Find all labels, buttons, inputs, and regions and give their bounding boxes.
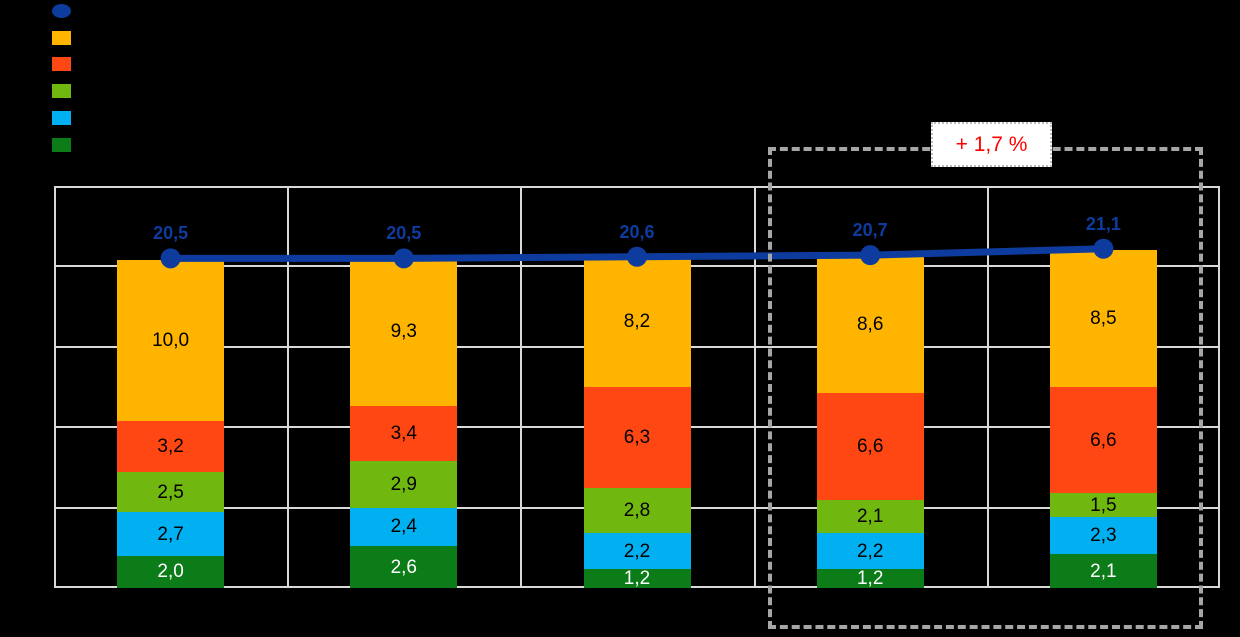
bar-segment-label: 9,3 bbox=[390, 321, 417, 343]
bar-segment-darkgreen-segment: 2,0 bbox=[117, 555, 225, 588]
bar-segment-lightblue-segment: 2,2 bbox=[583, 533, 691, 569]
bar-segment-label: 2,8 bbox=[623, 500, 651, 522]
bar-segment-orange-segment: 3,2 bbox=[117, 420, 225, 473]
segment-green-swatch bbox=[52, 84, 71, 99]
bar-segment-lightblue-segment: 2,4 bbox=[350, 507, 458, 547]
bar-segment-label: 8,5 bbox=[1090, 308, 1117, 330]
bar-segment-label: 1,5 bbox=[1090, 494, 1117, 516]
bar-segment-label: 1,2 bbox=[623, 567, 651, 589]
segment-lightblue-swatch bbox=[52, 110, 71, 125]
total-value-label: 20,7 bbox=[852, 220, 888, 241]
bar-segment-darkgreen-segment: 2,6 bbox=[350, 546, 458, 588]
bar-segment-label: 3,2 bbox=[157, 436, 184, 457]
bar-segment-label: 10,0 bbox=[152, 329, 190, 351]
bar-segment-label: 2,3 bbox=[1090, 525, 1117, 547]
total-value-label: 20,5 bbox=[153, 223, 189, 244]
bar-segment-label: 2,0 bbox=[157, 561, 184, 583]
bar-segment-label: 1,2 bbox=[856, 567, 884, 589]
grid-line-vertical bbox=[54, 186, 56, 588]
total-line-swatch bbox=[52, 4, 71, 18]
segment-orange-swatch bbox=[52, 57, 71, 72]
growth-annotation-box: + 1,7 % bbox=[931, 122, 1052, 167]
legend-item-segment-lightblue bbox=[52, 110, 71, 125]
bar-segment-green-segment: 2,1 bbox=[816, 499, 924, 534]
bar-segment-yellow-segment: 8,6 bbox=[816, 255, 924, 394]
bar-segment-label: 2,4 bbox=[390, 516, 417, 538]
bar-segment-green-segment: 2,9 bbox=[350, 460, 458, 508]
bar-segment-label: 2,7 bbox=[157, 523, 184, 545]
bar-segment-darkgreen-segment: 2,1 bbox=[1049, 554, 1157, 588]
bar-segment-label: 2,9 bbox=[390, 473, 417, 495]
bar-segment-yellow-segment: 9,3 bbox=[350, 256, 458, 407]
total-value-label: 21,1 bbox=[1085, 213, 1121, 234]
grid-line-vertical bbox=[1218, 186, 1220, 588]
segment-yellow-swatch bbox=[52, 30, 71, 45]
bar-segment-label: 2,1 bbox=[1090, 560, 1117, 582]
bar-segment-orange-segment: 3,4 bbox=[350, 406, 458, 461]
total-value-label: 20,6 bbox=[619, 221, 655, 242]
bar-segment-yellow-segment: 8,5 bbox=[1049, 250, 1157, 387]
bar-segment-green-segment: 2,8 bbox=[583, 488, 691, 534]
bar-segment-label: 6,3 bbox=[623, 427, 651, 449]
bar-segment-orange-segment: 6,3 bbox=[583, 387, 691, 489]
bar-segment-lightblue-segment: 2,3 bbox=[1049, 517, 1157, 555]
legend-item-segment-orange bbox=[52, 57, 71, 72]
bar-segment-label: 3,4 bbox=[390, 423, 417, 445]
total-value-label: 20,5 bbox=[386, 223, 422, 244]
legend-item-segment-green bbox=[52, 84, 71, 99]
bar-segment-label: 6,6 bbox=[856, 436, 884, 457]
bar-segment-label: 2,2 bbox=[623, 540, 651, 562]
bar-segment-green-segment: 1,5 bbox=[1049, 493, 1157, 518]
grid-line-horizontal bbox=[54, 186, 1220, 188]
bar-segment-orange-segment: 6,6 bbox=[816, 393, 924, 500]
highlight-region bbox=[768, 147, 1203, 629]
legend-item-total-line bbox=[52, 4, 71, 18]
bar-segment-darkgreen-segment: 1,2 bbox=[816, 567, 924, 589]
grid-line-vertical bbox=[287, 186, 290, 588]
bar-segment-label: 2,1 bbox=[856, 505, 884, 527]
grid-line-vertical bbox=[520, 186, 523, 588]
bar-segment-label: 2,6 bbox=[390, 556, 417, 578]
grid-line-vertical bbox=[753, 186, 756, 588]
bar-segment-label: 6,6 bbox=[1090, 429, 1117, 451]
bar-segment-darkgreen-segment: 1,2 bbox=[583, 567, 691, 589]
bar-segment-lightblue-segment: 2,2 bbox=[816, 533, 924, 569]
bar-segment-lightblue-segment: 2,7 bbox=[117, 512, 225, 556]
growth-annotation-label: + 1,7 % bbox=[955, 132, 1028, 156]
segment-darkgreen-swatch bbox=[52, 137, 71, 152]
bar-segment-yellow-segment: 10,0 bbox=[117, 259, 225, 421]
grid-line-vertical bbox=[986, 186, 989, 588]
bar-segment-green-segment: 2,5 bbox=[117, 472, 225, 513]
bar-segment-label: 2,2 bbox=[856, 540, 884, 562]
bar-segment-label: 8,2 bbox=[623, 310, 651, 332]
chart-plot: 2,0 2,7 2,5 3,2 10,0 2,6 2,4 2,9 3,4 9,3 1,2 2,2 2,8… bbox=[54, 186, 1220, 588]
bar-segment-yellow-segment: 8,2 bbox=[583, 255, 691, 387]
legend-item-segment-yellow bbox=[52, 30, 71, 45]
bar-segment-orange-segment: 6,6 bbox=[1049, 387, 1157, 494]
bar-segment-label: 2,5 bbox=[157, 481, 184, 503]
bar-segment-label: 8,6 bbox=[856, 313, 884, 335]
legend-item-segment-darkgreen bbox=[52, 137, 71, 152]
